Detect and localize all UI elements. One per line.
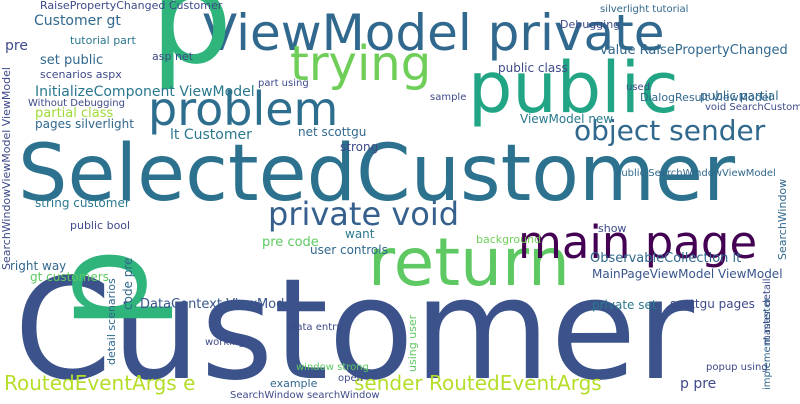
word: return: [368, 224, 570, 301]
word: public partial: [700, 89, 779, 103]
word: pages silverlight: [35, 117, 134, 131]
word: popup using: [706, 362, 768, 373]
word: show: [598, 222, 626, 235]
word: void SearchCustomer: [705, 102, 800, 113]
word: ViewModel private: [203, 4, 664, 62]
word: user controls: [310, 243, 388, 257]
word: SearchWindow: [776, 179, 789, 260]
word: asp net: [152, 50, 194, 63]
word: public SearchWindowViewModel: [615, 168, 776, 179]
word: DialogResult ViewModel: [640, 91, 772, 104]
word: pre code: [262, 235, 319, 250]
word: private void: [268, 195, 459, 233]
word: problem: [148, 82, 338, 136]
word: want: [345, 227, 375, 241]
word: right way: [10, 259, 66, 273]
word: working: [205, 337, 245, 348]
word: Debugging: [560, 18, 620, 31]
word: p: [24, 247, 176, 330]
word: trying: [290, 36, 431, 92]
word: object sender: [574, 114, 766, 147]
word: pre: [5, 38, 28, 54]
word: data entry: [290, 322, 342, 333]
word: p pre: [680, 376, 716, 392]
word: ObservableCollection lt: [590, 251, 741, 266]
word: set public: [40, 53, 103, 68]
word: scottgu pages: [670, 297, 755, 311]
word: detail scenarios: [105, 278, 118, 365]
word: public class: [498, 61, 568, 75]
word: Customer: [14, 249, 694, 400]
word: RoutedEventArgs e: [4, 371, 195, 395]
word: string customer: [35, 196, 130, 210]
word: code pre: [121, 258, 135, 310]
word: part using: [258, 78, 309, 89]
word: silverlight tutorial: [600, 4, 688, 15]
word: implement master: [762, 297, 773, 390]
word: example: [270, 377, 318, 390]
word: SearchWindow searchWindow: [230, 390, 380, 400]
word: gt customers: [30, 270, 109, 284]
word: main page: [518, 216, 757, 269]
word: MainPageViewModel ViewModel: [592, 267, 783, 281]
word: value RaisePropertyChanged: [600, 43, 788, 58]
word: tutorial part: [70, 34, 136, 47]
word: DataContext ViewModel: [140, 297, 296, 312]
word: scenarios aspx: [40, 68, 122, 81]
word: strong: [340, 140, 378, 154]
word: master detail: [762, 278, 773, 345]
word: sender RoutedEventArgs: [354, 371, 602, 395]
word: net scottgu: [298, 125, 366, 139]
word: SearchWindowViewModel ViewModel: [0, 67, 13, 270]
word: window strong: [296, 362, 369, 373]
word: private set: [592, 298, 657, 312]
word: ViewModel new: [520, 112, 613, 126]
word: using user: [406, 314, 419, 372]
word: partial class: [35, 106, 113, 121]
word: Without Debugging: [28, 98, 125, 109]
word: lt Customer: [170, 127, 252, 143]
word: RaisePropertyChanged Customer: [40, 0, 223, 12]
word: open: [338, 373, 363, 384]
word: InitializeComponent ViewModel: [35, 84, 255, 100]
word: p: [150, 0, 233, 93]
word: SelectedCustomer: [18, 129, 736, 219]
word: background: [476, 233, 541, 246]
word: used: [626, 82, 650, 93]
word: public bool: [70, 219, 130, 232]
word: public: [468, 47, 679, 129]
word: sample: [430, 92, 466, 103]
word: Customer gt: [34, 13, 121, 29]
